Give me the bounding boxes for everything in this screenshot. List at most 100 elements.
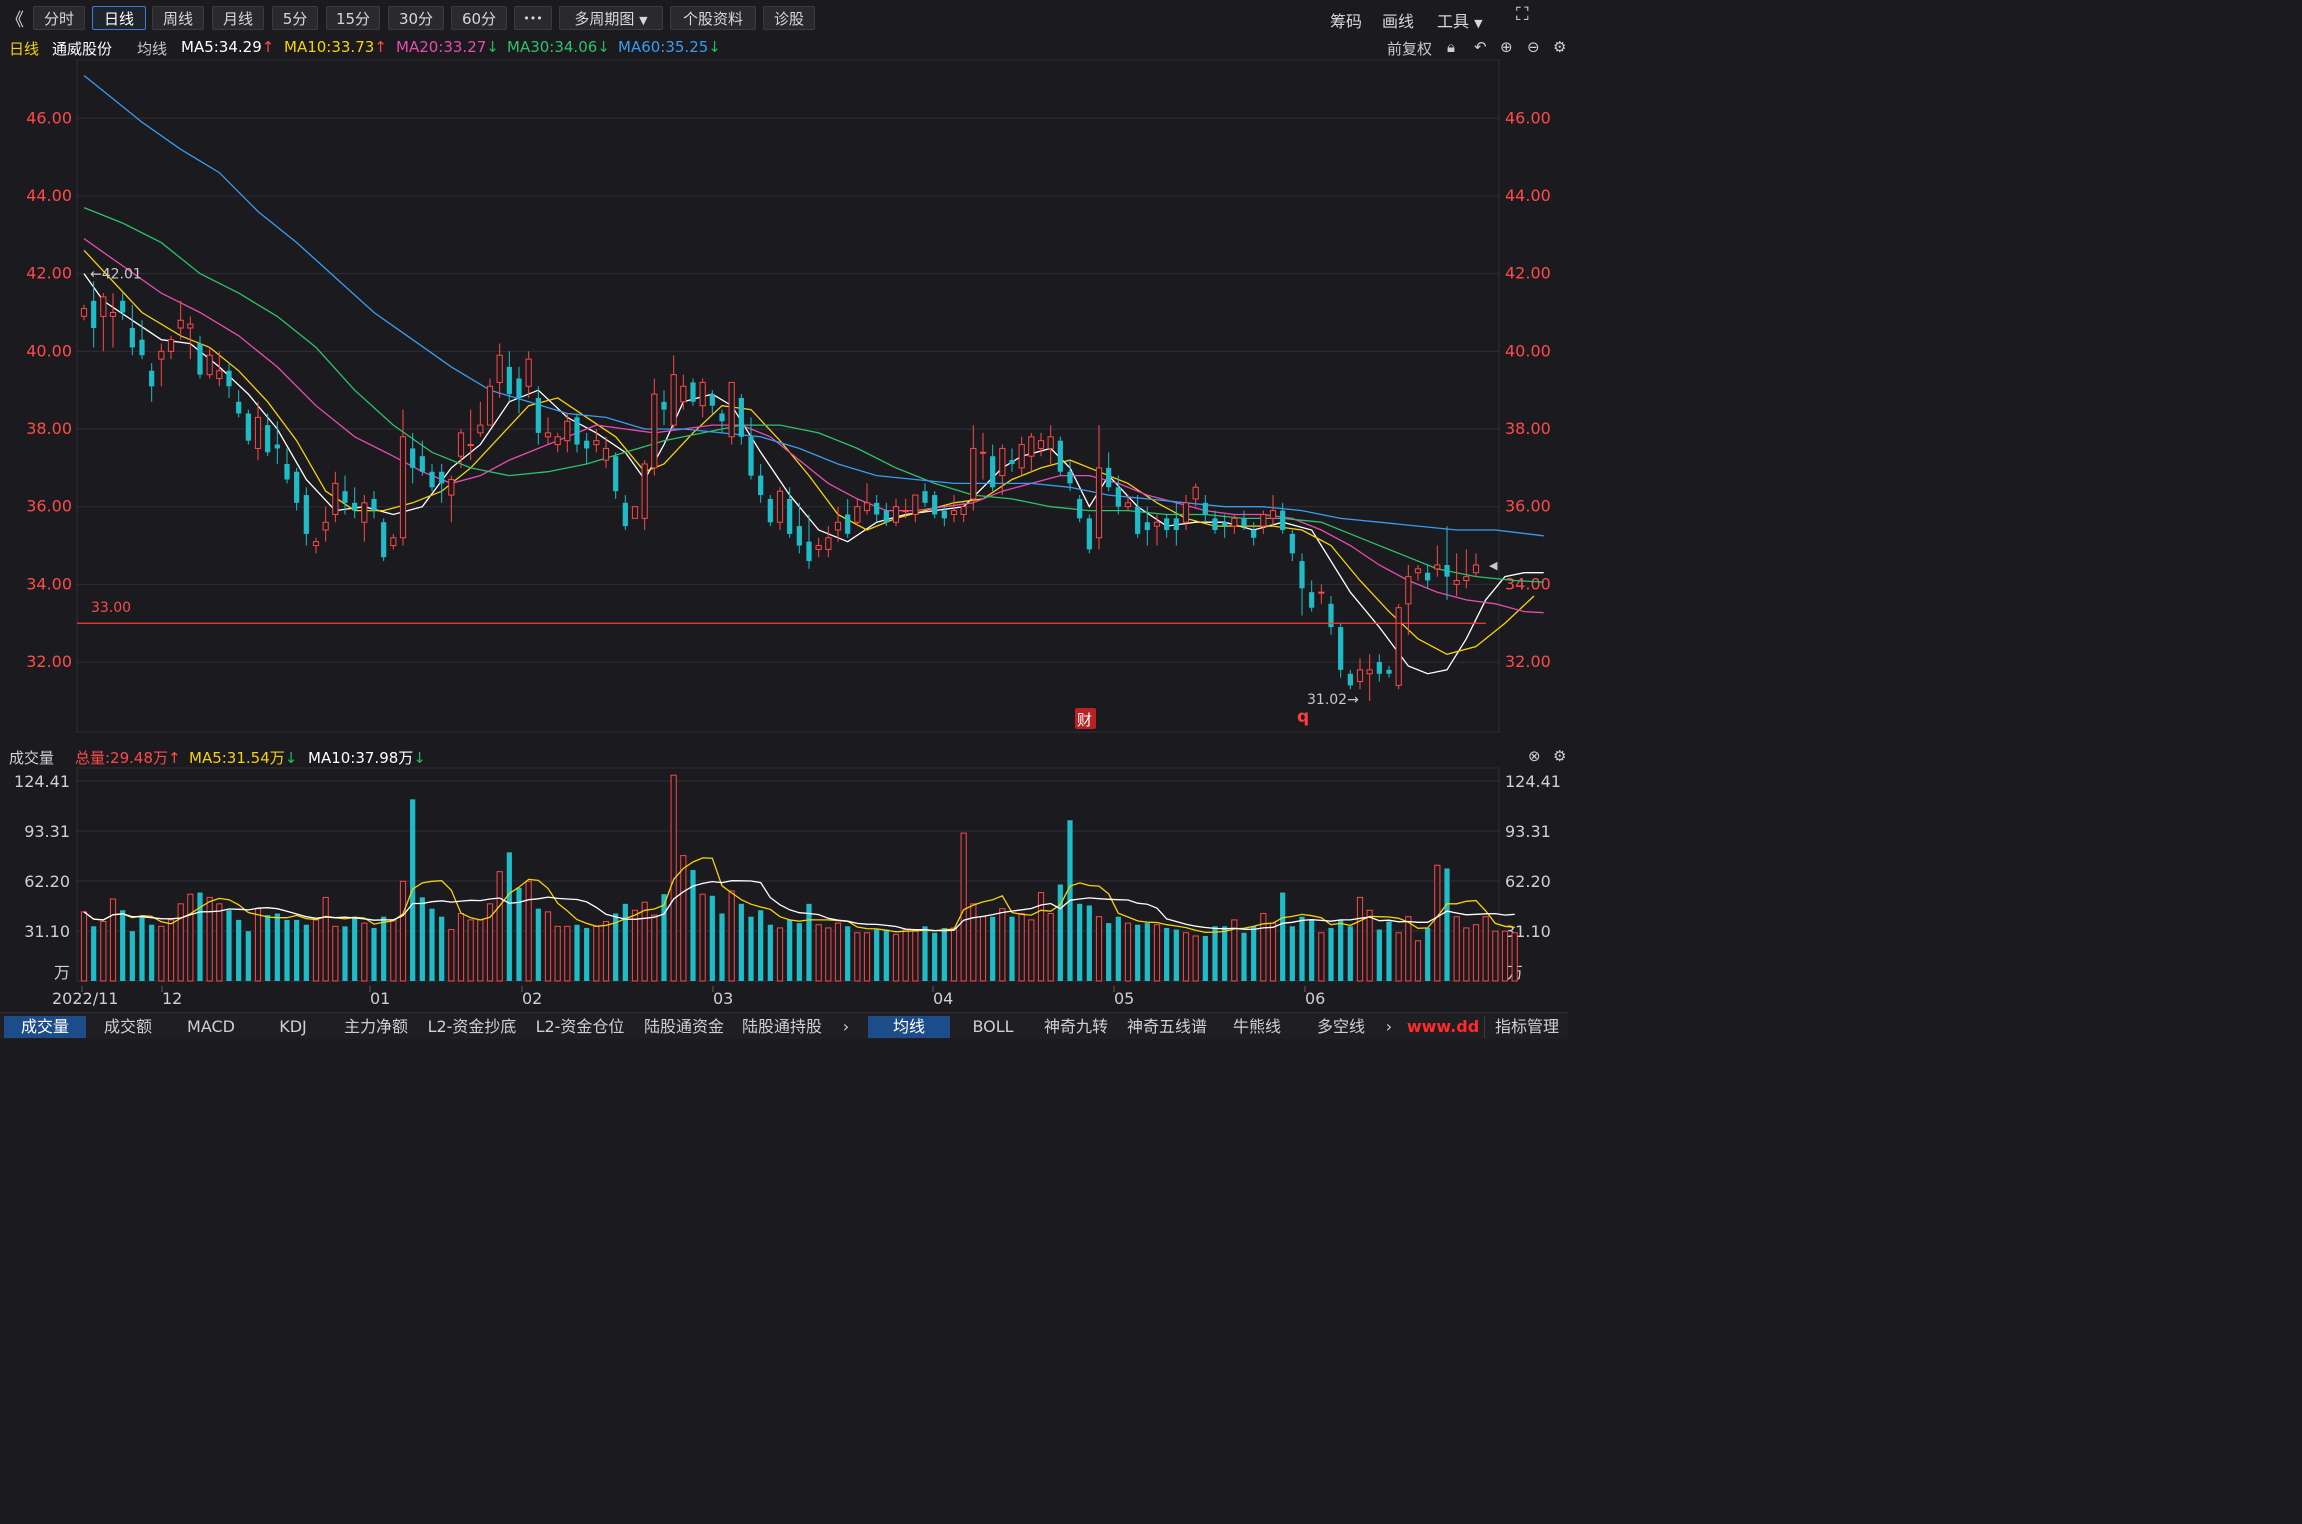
volume-bar [206,896,213,982]
candle [738,394,744,445]
down-arrow-icon: ↓ [597,38,610,56]
candle [245,409,251,445]
tab-period-2[interactable]: 周线 [152,6,204,30]
diagnose-button[interactable]: 诊股 [763,6,815,30]
volume-bar [419,897,425,981]
indicator-tab-3[interactable]: KDJ [279,1017,307,1036]
zoom-in-icon[interactable]: ⊕ [1500,38,1513,56]
volume-bar [1376,929,1382,981]
overlay-tab-3[interactable]: 神奇五线谱 [1126,1017,1207,1036]
chips-button[interactable]: 筹码 [1330,12,1363,31]
draw-button[interactable]: 画线 [1382,12,1415,31]
candle [322,506,329,542]
candle-body [854,506,861,523]
close-panel-icon[interactable]: ⊗ [1528,747,1541,765]
settings-icon[interactable]: ⚙ [1553,747,1567,765]
candle-body [622,502,628,527]
volume-bar [834,922,842,982]
candle-body [767,498,773,523]
overlay-tab-0[interactable]: 均线 [868,1016,950,1038]
candle-body [1318,591,1325,594]
volume-bar [216,903,223,982]
volume-unit-left: 万 [54,963,70,982]
volume-bar [1164,927,1170,981]
overlay-tab-2[interactable]: 神奇九转 [1043,1017,1108,1036]
volume-bar [1028,919,1035,982]
indicator-tab-1[interactable]: 成交额 [103,1017,152,1036]
tab-period-6[interactable]: 30分 [388,6,444,30]
volume-bar [1135,924,1141,981]
indicator-tab-4[interactable]: 主力净额 [343,1017,408,1036]
zoom-out-icon[interactable]: ⊖ [1527,38,1540,56]
left-arrow-icon: ← [90,266,102,282]
volume-bar [100,921,107,982]
candle-body [1115,487,1121,507]
undo-icon[interactable]: ↶ [1474,38,1487,56]
settings-icon[interactable]: ⚙ [1553,38,1567,56]
candle-body [1212,518,1218,531]
indicator-manage-button[interactable]: 指标管理 [1484,1016,1569,1038]
tabs-scroll-right-icon[interactable]: › [842,1017,850,1036]
candle-body [776,490,784,523]
candle-body [1366,669,1373,675]
candle-body [1289,533,1295,554]
more-button[interactable]: ••• [514,6,552,30]
candle [120,293,126,321]
tab-period-1[interactable]: 日线 [92,6,146,30]
candle [486,378,494,426]
volume-bar [1386,921,1392,981]
candle-body [1095,467,1103,539]
candle [429,463,435,492]
volume-ma10: MA10:37.98万↓ [308,749,426,767]
tab-period-4[interactable]: 5分 [272,6,318,30]
indicator-tab-0[interactable]: 成交量 [4,1016,86,1038]
tabs-scroll-right-icon[interactable]: › [1385,1017,1393,1036]
lock-icon[interactable]: 🔒︎ [1447,38,1455,56]
volume-bar [1095,916,1103,982]
tab-period-5[interactable]: 15分 [326,6,380,30]
indicator-tab-8[interactable]: 陆股通持股 [741,1017,822,1036]
candle [806,514,812,569]
price-tick-left: 46.00 [26,108,72,127]
candle [158,343,165,387]
ma-label[interactable]: 均线 [137,40,168,58]
volume-bar [139,916,145,981]
back-icon[interactable]: 《 [6,10,24,31]
tab-period-7[interactable]: 60分 [451,6,507,30]
volume-bar [399,880,407,982]
stock-info-button[interactable]: 个股资料 [670,6,756,30]
tools-button[interactable]: 工具 ▼ [1437,8,1483,32]
candle [1376,654,1382,682]
volume-bar [535,908,541,981]
date-tick: 2022/11 [52,989,118,1008]
candle [535,386,541,445]
candle-body [80,308,88,317]
adjust-dropdown[interactable]: 前复权 [1387,40,1433,58]
overlay-tab-1[interactable]: BOLL [972,1017,1014,1036]
candles [80,281,1480,701]
candle-body [448,479,455,496]
candle-body [467,444,474,447]
support-line-label: 33.00 [91,600,131,616]
volume-bar [1192,935,1199,982]
tab-period-0[interactable]: 分时 [33,6,85,30]
volume-bar [584,927,590,981]
kline-chart[interactable]: 46.00 44.00 42.00 40.00 38.00 36.00 34.00 32.00… [0,0,1568,1038]
candle [303,487,309,546]
indicator-tab-2[interactable]: MACD [187,1017,235,1036]
low-label: 31.02→ [1307,692,1359,708]
candle-body [883,510,889,523]
candle [1386,665,1392,678]
overlay-tab-5[interactable]: 多空线 [1316,1017,1365,1036]
fullscreen-icon[interactable]: ⛶ [1516,4,1529,25]
candle [815,537,822,558]
volume-bar [1037,892,1045,982]
indicator-tab-5[interactable]: L2-资金抄底 [427,1017,517,1036]
indicator-tab-7[interactable]: 陆股通资金 [643,1017,724,1036]
multi-period-button[interactable]: 多周期图 ▼ [559,6,663,30]
indicator-tab-6[interactable]: L2-资金仓位 [535,1017,625,1036]
volume-bar [1182,932,1190,982]
tab-period-3[interactable]: 月线 [212,6,264,30]
overlay-tab-4[interactable]: 牛熊线 [1232,1017,1281,1036]
volume-bar [1241,932,1247,981]
